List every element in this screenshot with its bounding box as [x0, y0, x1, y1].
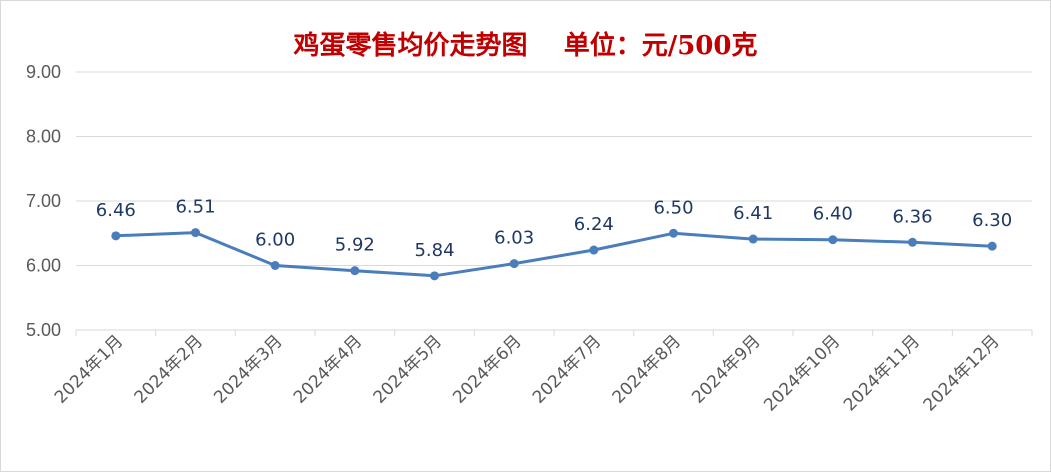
- x-tick-label: 2024年1月: [51, 331, 127, 407]
- x-tick-label: 2024年10月: [760, 331, 844, 415]
- data-point: [908, 237, 917, 247]
- x-tick-label: 2024年8月: [609, 331, 685, 407]
- y-tick-label: 8.00: [26, 127, 61, 147]
- data-label: 6.46: [96, 200, 136, 221]
- data-label: 6.40: [813, 204, 853, 225]
- y-tick-label: 7.00: [26, 191, 61, 211]
- y-tick-label: 9.00: [26, 62, 61, 82]
- data-label: 6.50: [653, 197, 693, 218]
- data-point: [270, 261, 280, 270]
- x-tick-label: 2024年4月: [290, 331, 366, 407]
- data-label: 5.84: [414, 240, 454, 261]
- y-tick-label: 5.00: [26, 320, 61, 340]
- data-point: [111, 231, 121, 241]
- series-line: [114, 231, 994, 278]
- x-tick-label: 2024年7月: [529, 331, 605, 407]
- data-point: [828, 235, 838, 245]
- data-point: [191, 228, 200, 238]
- x-tick-label: 2024年3月: [210, 331, 286, 407]
- data-label: 5.92: [335, 235, 375, 256]
- data-point: [430, 271, 439, 281]
- x-tick-label: 2024年11月: [840, 331, 924, 415]
- data-point: [509, 259, 519, 269]
- data-label: 6.36: [892, 206, 932, 227]
- data-point: [669, 228, 678, 238]
- y-tick-label: 6.00: [26, 256, 61, 276]
- data-label: 6.30: [972, 210, 1012, 231]
- data-label: 6.24: [574, 214, 614, 235]
- data-label: 6.41: [733, 203, 773, 224]
- data-point: [350, 266, 360, 276]
- data-label: 6.51: [175, 197, 215, 218]
- chart-title: 鸡蛋零售均价走势图 单位：元/500克: [293, 31, 758, 61]
- data-point: [748, 234, 758, 244]
- x-tick-label: 2024年2月: [131, 331, 207, 407]
- x-tick-label: 2024年6月: [449, 331, 525, 407]
- x-tick-label: 2024年12月: [920, 331, 1004, 415]
- data-label: 6.03: [494, 228, 534, 249]
- data-point: [987, 241, 997, 251]
- x-tick-label: 2024年5月: [370, 331, 446, 407]
- x-tick-label: 2024年9月: [688, 331, 764, 407]
- data-point: [589, 245, 599, 255]
- data-label: 6.00: [255, 230, 295, 251]
